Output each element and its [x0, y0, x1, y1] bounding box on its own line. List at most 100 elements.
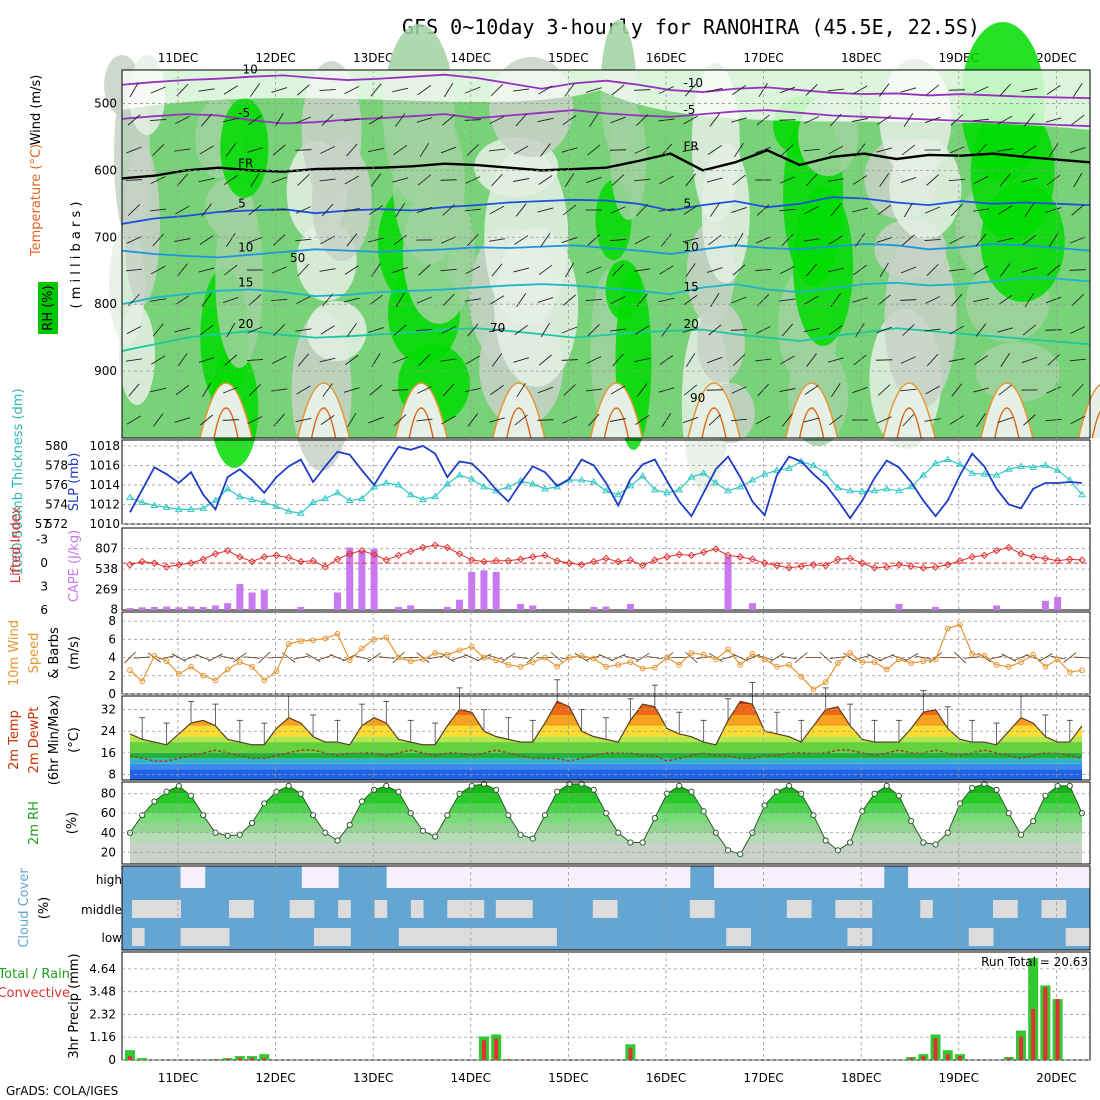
wind-barb	[683, 205, 698, 215]
cloud-clear-cell	[859, 866, 873, 888]
wind-barb	[369, 384, 383, 396]
wind-barb	[1071, 383, 1084, 397]
cape-bar	[175, 607, 183, 610]
wind-barb	[804, 205, 819, 215]
wind-barb	[926, 84, 940, 96]
wind-barb	[513, 357, 530, 363]
wind-barb	[609, 418, 627, 422]
wind-barb	[248, 114, 262, 126]
li-point	[809, 560, 818, 569]
wind-barb	[466, 144, 479, 156]
wind-barb	[126, 236, 142, 244]
wind-barb	[877, 204, 891, 216]
li-point	[162, 563, 171, 571]
wind-barb	[972, 208, 990, 212]
cloud-axis-label: Cloud Cover	[17, 868, 32, 948]
wind-barb	[610, 206, 626, 214]
wind-barb	[538, 175, 553, 185]
thickness-tick-label: 574	[45, 497, 68, 511]
surface-wind-barb	[1063, 652, 1077, 663]
wind-barb	[561, 236, 578, 244]
wind-barb	[610, 385, 626, 395]
wind-barb	[440, 179, 457, 181]
wind-barb	[491, 353, 503, 367]
bottom-date-label: 15DEC	[548, 1071, 588, 1085]
li-point	[980, 551, 989, 560]
pressure-tick-label: 700	[94, 230, 117, 244]
surface-wind-barb	[964, 656, 981, 659]
wind-barb	[610, 295, 626, 305]
surface-wind-barb	[756, 654, 773, 661]
wind-barb	[393, 324, 407, 336]
rh2m-point	[785, 782, 793, 790]
cloud-clear-cell	[156, 900, 169, 918]
boundary-layer-plume	[199, 382, 253, 439]
cloud-clear-cell	[823, 866, 836, 888]
wind-speed-point	[908, 660, 915, 666]
cape-bar	[248, 592, 256, 610]
wind-barb	[540, 233, 551, 247]
wind-barb	[853, 264, 867, 276]
wind-speed-point	[896, 656, 902, 663]
rh-contour-label: 50	[290, 251, 305, 265]
wind-barb	[658, 118, 675, 122]
li-point	[956, 557, 964, 565]
wind-barb	[1045, 207, 1062, 213]
wind-barb	[1070, 146, 1086, 154]
cloud-clear-cell	[132, 928, 145, 946]
rh-axis-label: RH (%)	[41, 285, 56, 330]
rh2m-point	[700, 808, 707, 815]
wind-barb	[416, 329, 433, 331]
cape-bar	[443, 606, 451, 610]
wind-speed-point	[249, 663, 255, 670]
li-point	[236, 553, 244, 561]
wind-barb	[489, 205, 505, 215]
wind-barb	[611, 84, 625, 96]
wind-barb	[444, 82, 454, 98]
wind-barb	[223, 386, 239, 394]
precip-tick-label: 1.16	[89, 1030, 116, 1044]
li-point	[126, 560, 134, 569]
cloud-clear-cell	[471, 866, 485, 888]
wind-barb	[779, 119, 796, 121]
thickness-point	[467, 475, 476, 482]
wind-barb	[513, 178, 530, 182]
wind-speed-point	[273, 668, 280, 675]
temp-band	[130, 742, 1082, 753]
thickness-point	[443, 479, 452, 487]
wind-barb	[973, 86, 989, 94]
wind-barb	[634, 178, 651, 182]
wind-speed-point	[224, 666, 231, 673]
wind-barb	[950, 203, 963, 217]
rh2m-point	[346, 821, 353, 829]
wind-barb	[732, 354, 746, 366]
wind-barb	[393, 234, 407, 246]
surface-wind-barb	[781, 655, 798, 660]
rh-contour-label: 70	[490, 321, 505, 335]
surface-wind-barb	[1038, 653, 1053, 662]
wind-barb	[465, 355, 480, 365]
wind-barb	[246, 359, 264, 361]
precip-tick-label: 0	[108, 1053, 116, 1067]
wind-barb	[247, 416, 263, 424]
wind-barb	[1024, 113, 1035, 127]
wind-barb	[467, 413, 479, 427]
surface-wind-barb	[646, 655, 663, 660]
wind-speed-point	[578, 652, 585, 659]
wind-barb	[973, 265, 989, 275]
slp-panel-frame	[121, 439, 1091, 525]
isotherm-label: 5	[683, 197, 691, 211]
cloud-clear-cell	[495, 866, 509, 888]
surface-wind-barb	[195, 654, 211, 661]
wind-speed-point	[481, 654, 487, 661]
wind-barb	[226, 322, 236, 338]
wind-barb	[563, 294, 577, 306]
precip-conv-bar	[945, 1054, 950, 1060]
cloud-clear-cell	[798, 900, 812, 918]
wind-barb	[224, 354, 238, 366]
rh2m-point	[334, 837, 341, 844]
wind-barb	[924, 328, 941, 332]
li-point	[663, 553, 671, 561]
pressure-tick-label: 600	[94, 163, 117, 177]
wind-barb	[998, 384, 1012, 396]
